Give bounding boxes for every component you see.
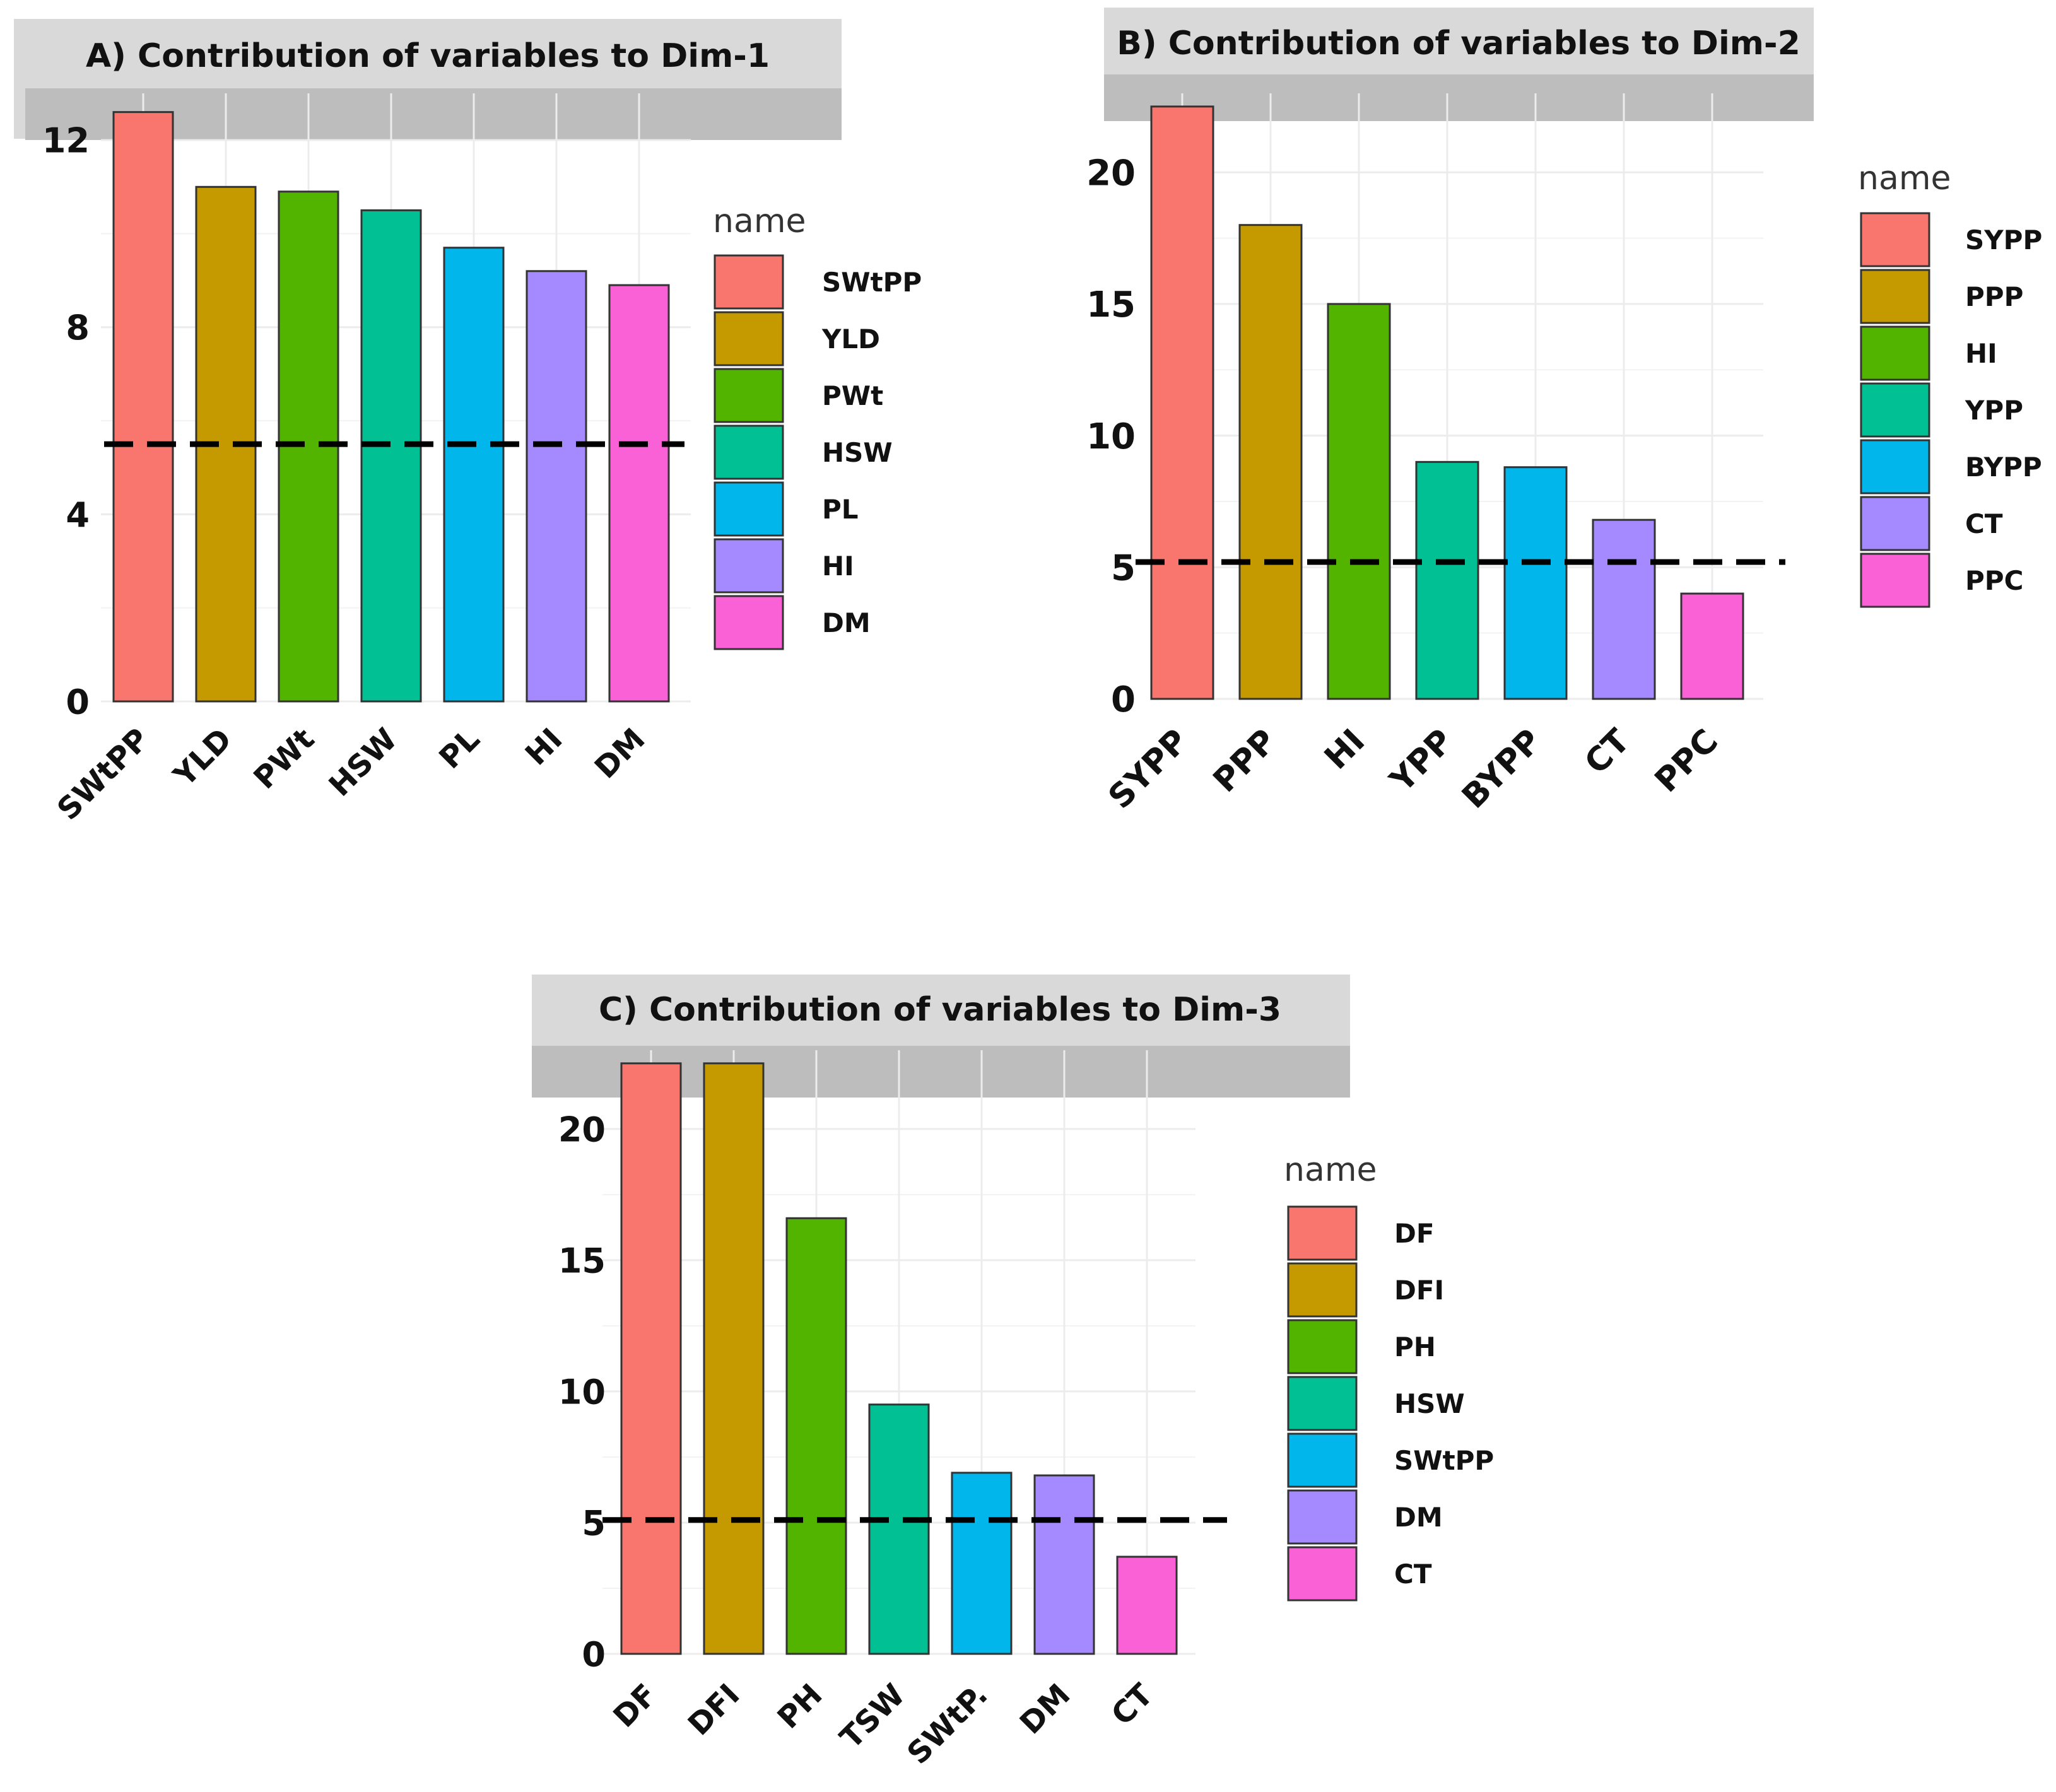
legend-swatch (714, 481, 784, 537)
bar-tsw (868, 1403, 930, 1655)
legend-title: name (713, 202, 806, 240)
bar-dm (608, 284, 670, 703)
legend-label: HI (1965, 338, 1997, 369)
legend-title: name (1284, 1151, 1377, 1189)
y-tick-label: 5 (582, 1503, 606, 1543)
bar-dfi (703, 1062, 765, 1655)
panel-title: B) Contribution of variables to Dim-2 (1117, 25, 1800, 62)
y-tick-label: 20 (558, 1110, 606, 1149)
bar-ypp (1415, 460, 1479, 700)
legend-swatch (1860, 553, 1930, 608)
legend-swatch (1860, 439, 1930, 495)
legend-swatch (714, 538, 784, 594)
y-tick-label: 10 (558, 1372, 606, 1412)
legend-label: HI (822, 551, 854, 582)
y-tick-label: 15 (558, 1241, 606, 1280)
legend-swatch (1860, 325, 1930, 381)
legend-swatch (714, 368, 784, 423)
panel-title: C) Contribution of variables to Dim-3 (599, 991, 1281, 1029)
bar-hi (526, 270, 587, 703)
bar-ppp (1238, 224, 1303, 700)
panel-dim3: C) Contribution of variables to Dim-3 0 5… (532, 975, 1494, 1771)
legend-swatch (1287, 1376, 1358, 1431)
bar-ph (785, 1217, 847, 1655)
y-tick-label: 15 (1086, 284, 1136, 325)
y-tick-label: 5 (1111, 548, 1136, 589)
legend-swatch (714, 595, 784, 650)
legend-swatch (1860, 496, 1930, 551)
legend-label: DFI (1394, 1275, 1444, 1306)
legend-title: name (1858, 160, 1951, 197)
legend-swatch (1287, 1432, 1358, 1488)
legend-label: CT (1965, 508, 2003, 539)
panel-title-shade (1104, 74, 1814, 121)
bar-ct (1116, 1555, 1178, 1655)
y-tick-label: 10 (1086, 416, 1136, 457)
legend-label: SWtPP (822, 267, 922, 298)
legend-label: PPC (1965, 565, 2023, 596)
y-tick-label: 4 (66, 495, 90, 535)
legend-label: PWt (822, 380, 883, 411)
legend-label: YLD (821, 324, 880, 354)
legend-swatch (1860, 212, 1930, 267)
y-tick-label: 0 (66, 682, 90, 722)
legend-swatch (714, 425, 784, 480)
legend-label: SYPP (1965, 225, 2042, 255)
legend-label: DM (1394, 1502, 1443, 1533)
bar-dm (1033, 1474, 1095, 1655)
y-tick-label: 0 (582, 1634, 606, 1674)
bar-pl (443, 247, 505, 703)
legend-swatch (1287, 1319, 1358, 1374)
legend-swatch (1860, 269, 1930, 324)
legend-label: CT (1394, 1559, 1432, 1590)
legend-swatch (1287, 1205, 1358, 1261)
legend-label: PPP (1965, 281, 2023, 312)
bar-bypp (1503, 466, 1568, 700)
legend-swatch (1287, 1546, 1358, 1602)
legend-swatch (1287, 1262, 1358, 1318)
legend-label: SWtPP (1394, 1445, 1494, 1476)
bar-swtpp (112, 111, 174, 703)
bar-hsw (360, 209, 422, 703)
legend-label: HSW (822, 437, 893, 468)
legend-label: YPP (1965, 395, 2023, 426)
y-tick-label: 8 (66, 308, 90, 348)
legend-swatch (1860, 382, 1930, 438)
legend-swatch (1287, 1489, 1358, 1545)
legend-label: BYPP (1965, 452, 2042, 483)
y-tick-label: 20 (1086, 153, 1136, 194)
legend-label: HSW (1394, 1388, 1465, 1419)
legend-label: DM (822, 607, 871, 638)
panel-title: A) Contribution of variables to Dim-1 (86, 37, 770, 75)
legend-swatch (714, 311, 784, 366)
y-tick-label: 0 (1111, 679, 1136, 720)
bar-sypp (1150, 105, 1214, 700)
legend-label: DF (1394, 1218, 1435, 1249)
y-tick-label: 12 (42, 121, 90, 161)
legend-label: PH (1394, 1332, 1436, 1362)
bar-df (620, 1062, 682, 1655)
bar-swtp (951, 1472, 1013, 1655)
legend-label: PL (822, 494, 859, 525)
bar-hi (1327, 303, 1391, 700)
legend-swatch (714, 254, 784, 310)
bar-ct (1592, 518, 1656, 700)
bar-ppc (1680, 592, 1744, 700)
